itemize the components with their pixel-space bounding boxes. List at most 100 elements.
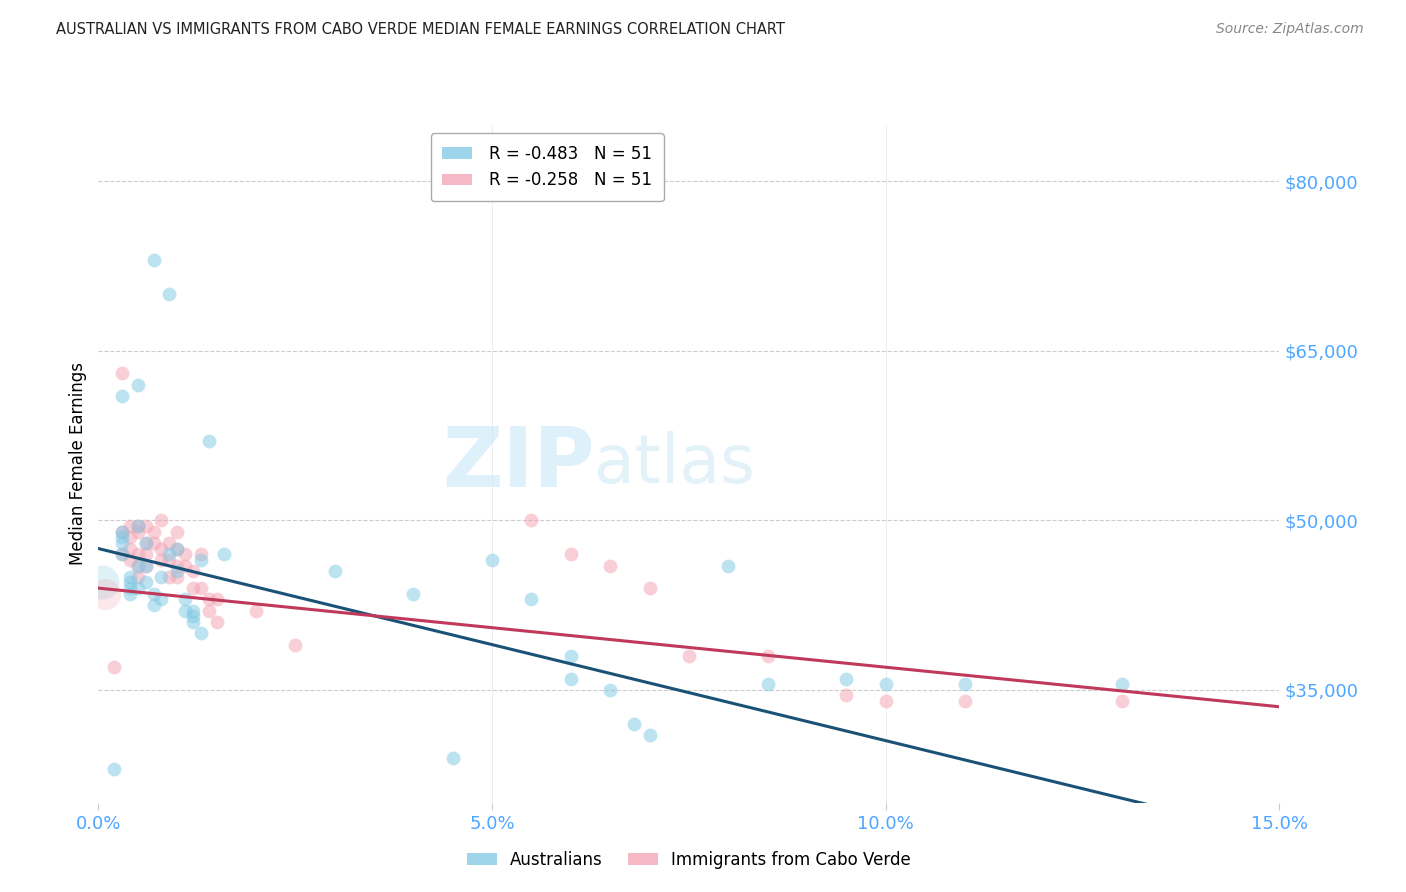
Point [953, 694, 976, 708]
Point [717, 558, 740, 573]
Point [678, 648, 700, 663]
Point [135, 536, 157, 550]
Point [190, 553, 212, 567]
Point [142, 536, 165, 550]
Point [599, 682, 621, 697]
Point [150, 513, 173, 527]
Point [205, 615, 228, 629]
Point [402, 587, 425, 601]
Point [481, 553, 503, 567]
Point [135, 558, 157, 573]
Point [953, 677, 976, 691]
Text: atlas: atlas [595, 431, 755, 497]
Point [135, 558, 157, 573]
Text: ZIP: ZIP [441, 424, 595, 504]
Point [142, 598, 165, 612]
Point [181, 581, 204, 595]
Point [111, 524, 134, 539]
Point [118, 530, 141, 544]
Point [835, 672, 858, 686]
Point [284, 638, 307, 652]
Point [150, 592, 173, 607]
Point [190, 547, 212, 561]
Point [93, 587, 115, 601]
Point [111, 524, 134, 539]
Point [103, 762, 125, 776]
Point [118, 553, 141, 567]
Point [111, 536, 134, 550]
Point [142, 524, 165, 539]
Point [150, 553, 173, 567]
Point [127, 377, 149, 392]
Point [118, 570, 141, 584]
Point [111, 547, 134, 561]
Point [135, 536, 157, 550]
Point [118, 519, 141, 533]
Legend: Australians, Immigrants from Cabo Verde: Australians, Immigrants from Cabo Verde [460, 845, 918, 876]
Point [441, 750, 464, 764]
Point [142, 253, 165, 268]
Point [181, 564, 204, 578]
Point [835, 689, 858, 703]
Point [520, 513, 543, 527]
Point [166, 558, 188, 573]
Point [190, 626, 212, 640]
Point [166, 524, 188, 539]
Point [205, 592, 228, 607]
Point [323, 564, 346, 578]
Point [181, 609, 204, 624]
Point [181, 604, 204, 618]
Point [135, 519, 157, 533]
Point [190, 581, 212, 595]
Point [756, 677, 779, 691]
Point [103, 660, 125, 674]
Point [91, 575, 114, 590]
Y-axis label: Median Female Earnings: Median Female Earnings [69, 362, 87, 566]
Point [181, 615, 204, 629]
Point [166, 570, 188, 584]
Point [142, 587, 165, 601]
Point [560, 648, 582, 663]
Point [150, 570, 173, 584]
Point [111, 530, 134, 544]
Point [875, 677, 897, 691]
Point [118, 541, 141, 556]
Point [197, 604, 219, 618]
Point [520, 592, 543, 607]
Point [166, 564, 188, 578]
Point [127, 558, 149, 573]
Point [197, 592, 219, 607]
Point [214, 547, 236, 561]
Point [111, 547, 134, 561]
Point [875, 694, 897, 708]
Point [127, 547, 149, 561]
Point [174, 604, 197, 618]
Point [111, 367, 134, 381]
Point [111, 389, 134, 403]
Point [127, 581, 149, 595]
Text: AUSTRALIAN VS IMMIGRANTS FROM CABO VERDE MEDIAN FEMALE EARNINGS CORRELATION CHAR: AUSTRALIAN VS IMMIGRANTS FROM CABO VERDE… [56, 22, 785, 37]
Point [157, 570, 180, 584]
Point [245, 604, 267, 618]
Point [118, 575, 141, 590]
Point [623, 716, 645, 731]
Point [127, 519, 149, 533]
Point [197, 434, 219, 449]
Point [599, 558, 621, 573]
Point [157, 547, 180, 561]
Point [150, 541, 173, 556]
Point [135, 547, 157, 561]
Point [560, 547, 582, 561]
Point [1111, 677, 1133, 691]
Point [135, 575, 157, 590]
Point [127, 519, 149, 533]
Point [118, 581, 141, 595]
Point [560, 672, 582, 686]
Point [157, 287, 180, 301]
Point [127, 524, 149, 539]
Point [166, 541, 188, 556]
Point [174, 547, 197, 561]
Point [157, 553, 180, 567]
Point [174, 592, 197, 607]
Point [127, 570, 149, 584]
